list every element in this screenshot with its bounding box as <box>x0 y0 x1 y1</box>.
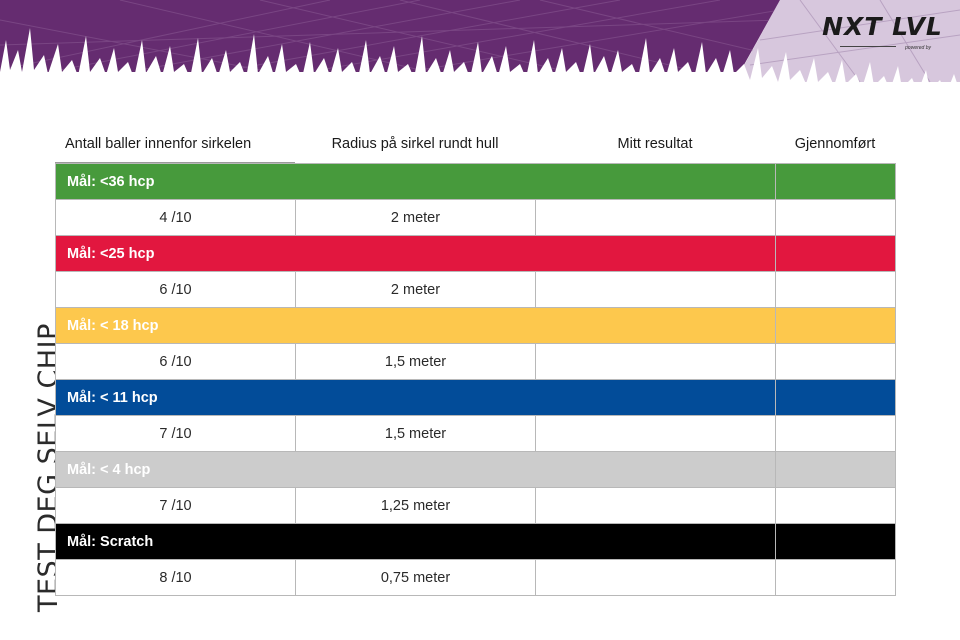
done-cell[interactable] <box>775 343 897 380</box>
done-cell[interactable] <box>775 199 897 236</box>
level-row-36: Mål: <36 hcp <box>54 163 897 200</box>
data-row-25: 6 /10 2 meter <box>55 271 897 308</box>
table-header: Antall baller innenfor sirkelen Radius p… <box>55 125 895 163</box>
level-row-scratch: Mål: Scratch <box>54 523 897 560</box>
banner-light-area <box>735 0 960 82</box>
nxt-lvl-logo: NXT LVL powered by <box>820 10 945 58</box>
balls-cell: 4 /10 <box>55 199 296 236</box>
grass-edge <box>0 28 960 110</box>
banner-net-lines <box>0 0 780 70</box>
result-cell[interactable] <box>534 487 777 524</box>
radius-cell: 1,5 meter <box>295 343 536 380</box>
level-done-cell <box>775 379 897 416</box>
level-row-11: Mål: < 11 hcp <box>54 379 897 416</box>
radius-cell: 1,5 meter <box>295 415 536 452</box>
done-cell[interactable] <box>775 559 897 596</box>
result-cell[interactable] <box>534 559 777 596</box>
level-row-25: Mål: <25 hcp <box>54 235 897 272</box>
header-done: Gjennomført <box>794 136 876 152</box>
table-body: Mål: <36 hcp 4 /10 2 meter Mål: <25 hcp … <box>54 163 897 596</box>
data-row-11: 7 /10 1,5 meter <box>55 415 897 452</box>
done-cell[interactable] <box>775 487 897 524</box>
result-cell[interactable] <box>534 343 777 380</box>
result-cell[interactable] <box>534 271 777 308</box>
level-label: Mål: <25 hcp <box>54 235 777 272</box>
radius-cell: 2 meter <box>295 271 536 308</box>
level-label: Mål: < 11 hcp <box>54 379 777 416</box>
radius-cell: 1,25 meter <box>295 487 536 524</box>
logo-subtext: powered by <box>905 45 931 51</box>
header-balls: Antall baller innenfor sirkelen <box>55 125 295 163</box>
chip-test-table: Antall baller innenfor sirkelen Radius p… <box>54 125 897 596</box>
header-result: Mitt resultat <box>617 136 693 152</box>
balls-cell: 6 /10 <box>55 343 296 380</box>
data-row-4: 7 /10 1,25 meter <box>55 487 897 524</box>
done-cell[interactable] <box>775 415 897 452</box>
result-cell[interactable] <box>534 199 777 236</box>
level-label: Mål: < 4 hcp <box>54 451 777 488</box>
balls-cell: 8 /10 <box>55 559 296 596</box>
logo-underline <box>840 46 896 47</box>
level-done-cell <box>775 307 897 344</box>
done-cell[interactable] <box>775 271 897 308</box>
level-done-cell <box>775 235 897 272</box>
level-label: Mål: < 18 hcp <box>54 307 777 344</box>
level-done-cell <box>775 523 897 560</box>
balls-cell: 7 /10 <box>55 415 296 452</box>
balls-cell: 6 /10 <box>55 271 296 308</box>
balls-cell: 7 /10 <box>55 487 296 524</box>
result-cell[interactable] <box>534 415 777 452</box>
level-done-cell <box>775 163 897 200</box>
radius-cell: 0,75 meter <box>295 559 536 596</box>
logo-text: NXT LVL <box>822 12 943 41</box>
data-row-36: 4 /10 2 meter <box>55 199 897 236</box>
level-label: Mål: Scratch <box>54 523 777 560</box>
level-label: Mål: <36 hcp <box>54 163 777 200</box>
header-radius: Radius på sirkel rundt hull <box>331 136 499 152</box>
grass-banner <box>0 0 960 110</box>
level-done-cell <box>775 451 897 488</box>
data-row-scratch: 8 /10 0,75 meter <box>55 559 897 596</box>
level-row-18: Mål: < 18 hcp <box>54 307 897 344</box>
data-row-18: 6 /10 1,5 meter <box>55 343 897 380</box>
radius-cell: 2 meter <box>295 199 536 236</box>
level-row-4: Mål: < 4 hcp <box>54 451 897 488</box>
